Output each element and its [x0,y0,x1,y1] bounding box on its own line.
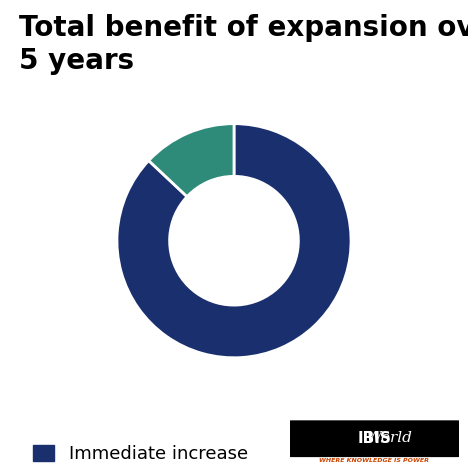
Text: World: World [337,431,412,445]
Wedge shape [149,124,234,197]
Text: Total benefit of expansion over
5 years: Total benefit of expansion over 5 years [19,14,468,75]
Text: WHERE KNOWLEDGE IS POWER: WHERE KNOWLEDGE IS POWER [319,458,430,463]
FancyBboxPatch shape [284,421,465,456]
Legend: Immediate increase, Multiplier effect: Immediate increase, Multiplier effect [26,438,255,472]
Text: IBIS: IBIS [358,430,391,446]
Wedge shape [117,124,351,358]
